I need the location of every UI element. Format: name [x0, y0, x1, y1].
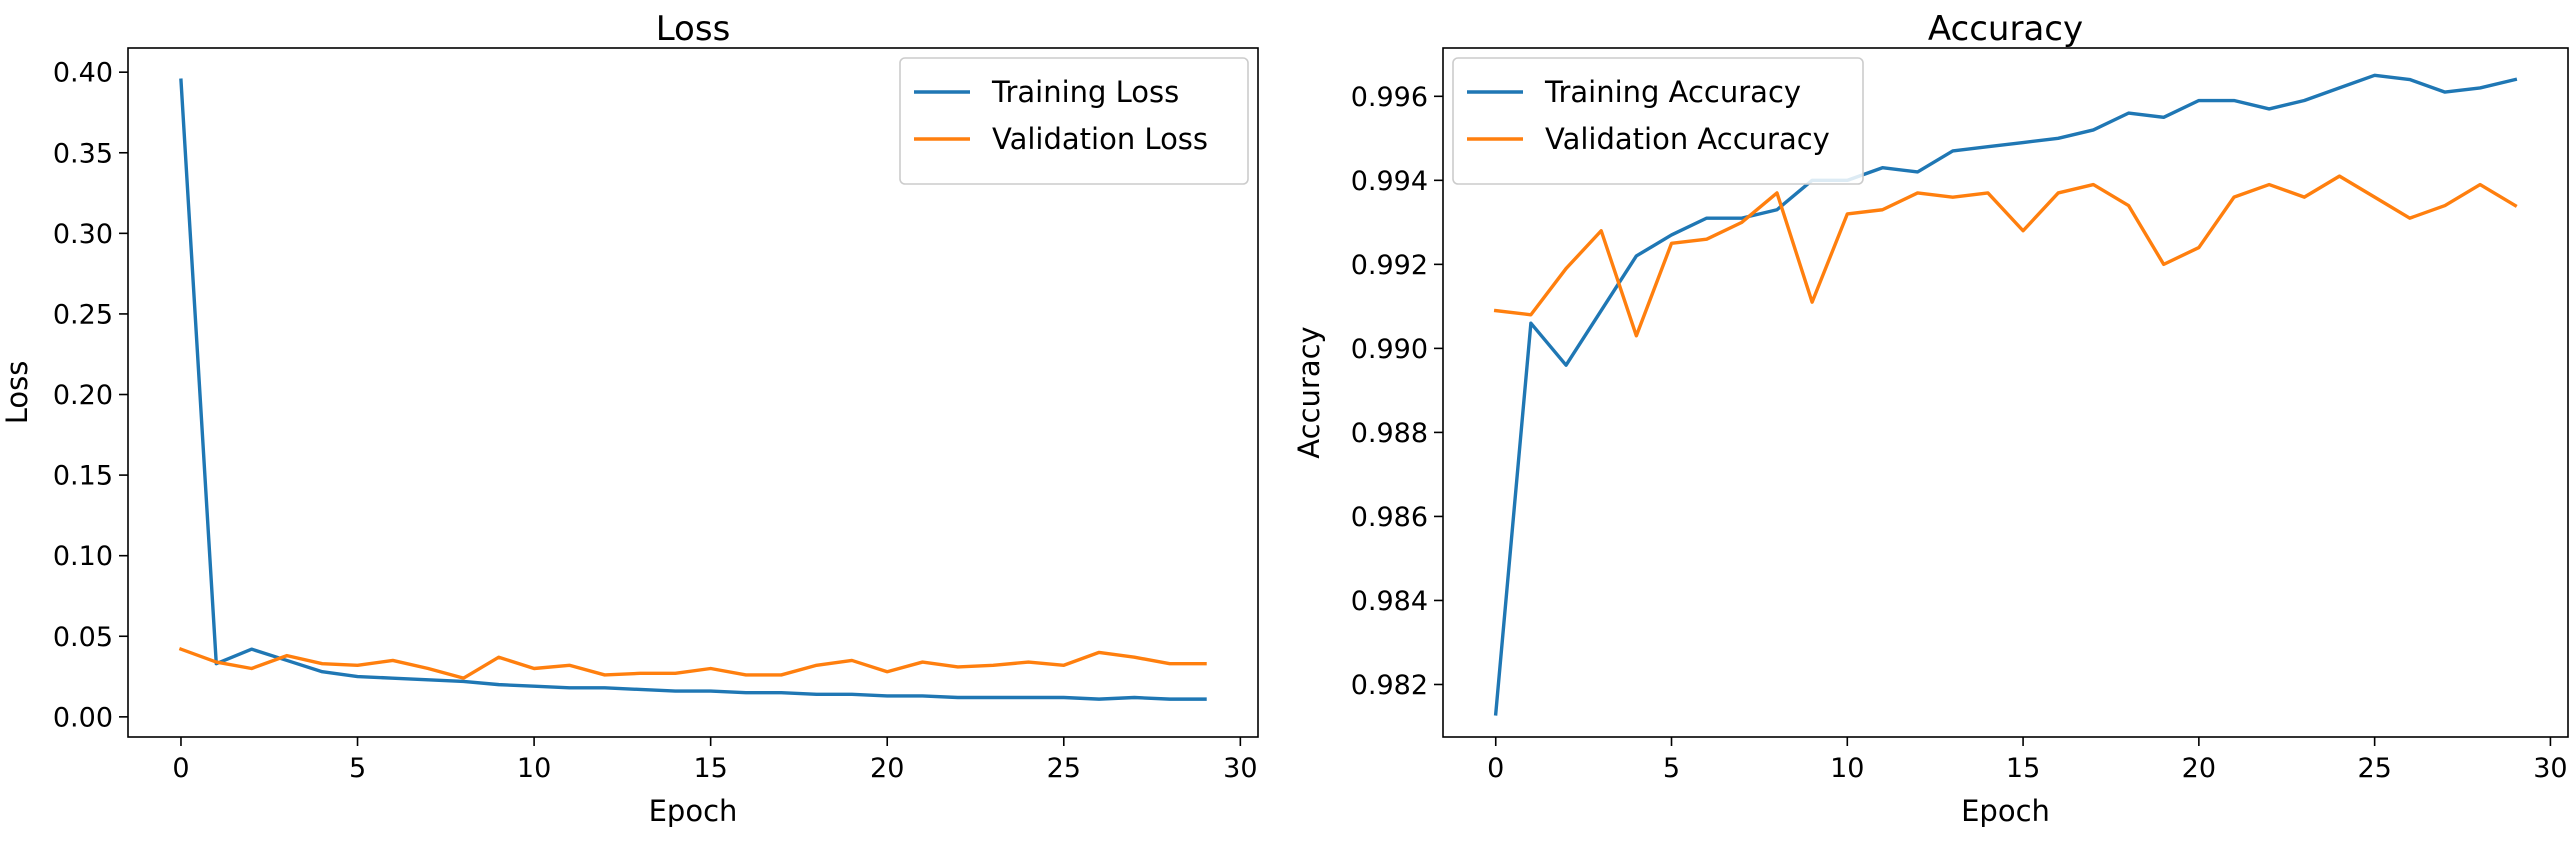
accuracy-y-tick-label: 0.988	[1351, 418, 1428, 449]
accuracy-chart-title: Accuracy	[1928, 9, 2083, 49]
accuracy-x-tick-label: 5	[1663, 753, 1680, 784]
loss-x-tick-label: 0	[172, 753, 189, 784]
loss-x-tick-label: 5	[349, 753, 366, 784]
loss-series-training-line	[179, 78, 1207, 701]
accuracy-y-tick-label: 0.984	[1351, 586, 1428, 617]
loss-y-axis-label: Loss	[0, 361, 34, 425]
loss-y-tick-label: 0.15	[53, 461, 113, 492]
accuracy-x-tick-label: 0	[1487, 753, 1504, 784]
accuracy-x-tick-label: 25	[2357, 753, 2391, 784]
loss-y-tick-label: 0.35	[53, 138, 113, 169]
accuracy-y-tick-label: 0.982	[1351, 670, 1428, 701]
loss-x-tick-label: 25	[1047, 753, 1081, 784]
loss-y-tick-label: 0.25	[53, 299, 113, 330]
accuracy-legend: Training Accuracy Validation Accuracy	[1452, 57, 1864, 185]
accuracy-x-axis-label: Epoch	[1961, 794, 2050, 828]
accuracy-legend-box	[1452, 57, 1864, 185]
loss-y-tick-label: 0.20	[53, 380, 113, 411]
loss-chart-title: Loss	[656, 9, 731, 49]
accuracy-y-tick-label: 0.990	[1351, 334, 1428, 365]
loss-y-tick-label: 0.40	[53, 58, 113, 89]
accuracy-y-tick-label: 0.986	[1351, 502, 1428, 533]
loss-axes-frame	[127, 47, 1259, 738]
loss-x-axis-label: Epoch	[649, 794, 738, 828]
accuracy-series-validation-line	[1493, 174, 2518, 338]
accuracy-legend-label: Validation Accuracy	[1545, 122, 1830, 156]
accuracy-y-tick-label: 0.996	[1351, 82, 1428, 113]
accuracy-x-tick-label: 10	[1830, 753, 1864, 784]
loss-y-tick-label: 0.10	[53, 541, 113, 572]
loss-legend-label: Training Loss	[991, 75, 1179, 109]
loss-y-tick-label: 0.30	[53, 219, 113, 250]
loss-legend-label: Validation Loss	[992, 122, 1208, 156]
accuracy-x-tick-label: 20	[2182, 753, 2216, 784]
accuracy-legend-label: Training Accuracy	[1544, 75, 1801, 109]
loss-legend: Training Loss Validation Loss	[899, 57, 1249, 185]
loss-legend-box	[899, 57, 1249, 185]
accuracy-y-tick-label: 0.994	[1351, 166, 1428, 197]
loss-chart: 0 5 10 15 20 25 30 0.00 0.05 0.10 0.15 0.20 0.25 0.30…	[0, 9, 1259, 828]
accuracy-chart: 0 5 10 15 20 25 30 0.982 0.984 0.986 0.988 0.990 0.9…	[1292, 9, 2569, 828]
loss-x-tick-label: 30	[1223, 753, 1257, 784]
accuracy-y-tick-label: 0.992	[1351, 250, 1428, 281]
accuracy-series-training-line	[1493, 73, 2518, 716]
loss-y-tick-label: 0.05	[53, 622, 113, 653]
loss-x-tick-label: 20	[870, 753, 904, 784]
loss-series-validation-line	[178, 646, 1207, 680]
loss-y-tick-label: 0.00	[53, 702, 113, 733]
loss-x-tick-label: 10	[517, 753, 551, 784]
accuracy-axes-frame	[1442, 47, 2569, 738]
accuracy-y-axis-label: Accuracy	[1292, 326, 1326, 458]
accuracy-x-tick-label: 30	[2533, 753, 2567, 784]
accuracy-x-tick-label: 15	[2006, 753, 2040, 784]
loss-x-tick-label: 15	[693, 753, 727, 784]
